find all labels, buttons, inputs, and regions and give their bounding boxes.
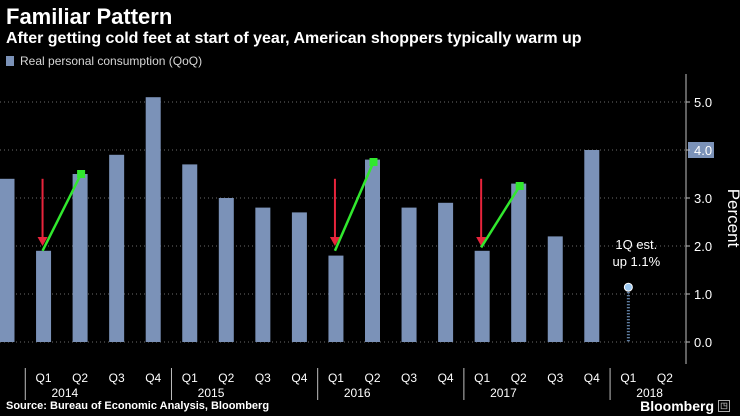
up-arrow-shaft-1 — [41, 173, 83, 252]
brand-mark-icon: ◳ — [718, 400, 730, 412]
legend: Real personal consumption (QoQ) — [6, 54, 202, 68]
brand-name: Bloomberg — [640, 398, 714, 414]
x-tick-label-17: Q2 — [657, 371, 673, 385]
estimate-label-line1: 1Q est. — [615, 237, 657, 252]
x-tick-label-4: Q1 — [182, 371, 198, 385]
bar-16 — [584, 150, 600, 342]
down-arrow-head-2 — [329, 237, 340, 246]
up-arrow-shaft-5 — [480, 185, 521, 249]
bar-15 — [547, 236, 563, 342]
x-tick-label-13: Q2 — [511, 371, 527, 385]
year-label-3: 2017 — [490, 386, 517, 400]
bloomberg-logo: Bloomberg ◳ — [640, 398, 730, 414]
year-label-1: 2015 — [198, 386, 225, 400]
y-tick-label-2: 2.0 — [694, 239, 712, 254]
bar-2 — [72, 174, 88, 342]
bar-6 — [218, 198, 234, 342]
estimate-dot — [623, 282, 633, 292]
up-arrow-head-1 — [77, 170, 86, 178]
x-tick-label-8: Q1 — [328, 371, 344, 385]
y-tick-label-4: 4.0 — [694, 143, 712, 158]
x-tick-label-3: Q4 — [145, 371, 161, 385]
x-tick-label-14: Q3 — [547, 371, 563, 385]
y-tick-label-0: 0.0 — [694, 335, 712, 350]
bar-3 — [109, 154, 125, 342]
x-tick-label-10: Q3 — [401, 371, 417, 385]
year-label-0: 2014 — [51, 386, 78, 400]
bar-8 — [291, 212, 307, 342]
x-tick-label-11: Q4 — [438, 371, 454, 385]
bar-5 — [182, 164, 198, 342]
x-tick-label-1: Q2 — [72, 371, 88, 385]
bar-9 — [328, 255, 344, 342]
bar-7 — [255, 207, 271, 342]
y-tick-label-5: 5.0 — [694, 95, 712, 110]
up-arrow-head-3 — [369, 158, 378, 166]
down-arrow-head-4 — [476, 237, 487, 246]
x-tick-label-6: Q3 — [255, 371, 271, 385]
down-arrow-head-0 — [37, 237, 48, 246]
y-tick-label-1: 1.0 — [694, 287, 712, 302]
source-note: Source: Bureau of Economic Analysis, Blo… — [6, 400, 270, 412]
bar-14 — [511, 183, 527, 342]
up-arrow-shaft-3 — [333, 161, 375, 252]
bar-4 — [145, 97, 161, 342]
chart-title: Familiar Pattern — [6, 4, 173, 29]
y-axis-title: Percent — [724, 189, 740, 248]
legend-label: Real personal consumption (QoQ) — [20, 54, 203, 68]
x-tick-label-5: Q2 — [218, 371, 234, 385]
estimate-label-line2: up 1.1% — [612, 254, 660, 269]
bar-11 — [401, 207, 417, 342]
bar-10 — [365, 159, 380, 342]
bar-0 — [0, 178, 15, 342]
x-tick-label-9: Q2 — [364, 371, 380, 385]
y-tick-label-3: 3.0 — [694, 191, 712, 206]
up-arrow-head-5 — [515, 182, 524, 190]
x-tick-label-0: Q1 — [36, 371, 52, 385]
x-tick-label-12: Q1 — [474, 371, 490, 385]
bar-12 — [438, 202, 454, 342]
year-label-2: 2016 — [344, 386, 371, 400]
x-tick-label-7: Q4 — [291, 371, 307, 385]
bar-13 — [474, 250, 490, 342]
chart-subtitle: After getting cold feet at start of year… — [6, 30, 582, 47]
bar-1 — [36, 250, 52, 342]
year-label-4: 2018 — [636, 386, 663, 400]
y-tick-highlight-box — [688, 142, 714, 158]
x-tick-label-16: Q1 — [620, 371, 636, 385]
x-tick-label-15: Q4 — [584, 371, 600, 385]
legend-swatch — [6, 56, 14, 66]
x-tick-label-2: Q3 — [109, 371, 125, 385]
